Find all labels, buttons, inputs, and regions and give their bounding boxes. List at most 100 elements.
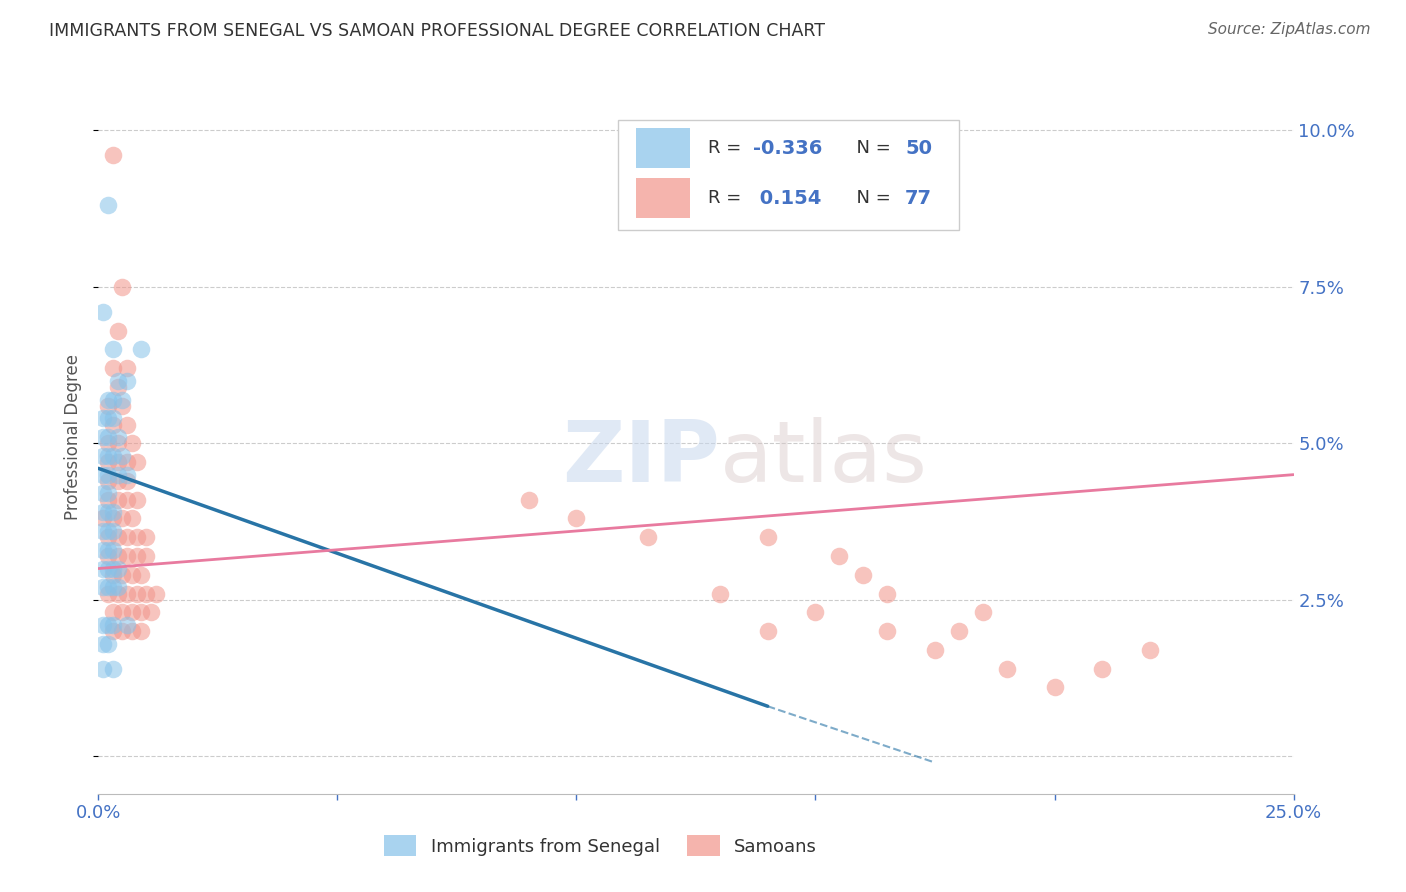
Text: R =: R = (709, 189, 747, 207)
Point (101, 542, 124, 557)
Point (1091, 662, 1114, 676)
Point (709, 586, 731, 600)
Point (107, 580, 129, 594)
Point (115, 417, 138, 432)
Point (97, 198, 120, 212)
Text: atlas: atlas (720, 417, 928, 500)
Text: R =: R = (709, 139, 747, 157)
Point (101, 567, 124, 582)
Point (91, 618, 114, 632)
Point (111, 392, 134, 407)
Point (115, 549, 138, 563)
Point (121, 511, 143, 525)
Text: Source: ZipAtlas.com: Source: ZipAtlas.com (1208, 22, 1371, 37)
Point (101, 618, 124, 632)
Point (91, 505, 114, 519)
Point (111, 624, 134, 639)
Point (121, 605, 143, 619)
Point (125, 455, 148, 469)
Point (97, 580, 120, 594)
Point (107, 549, 129, 563)
Point (995, 662, 1018, 676)
Point (852, 567, 875, 582)
Point (1139, 643, 1161, 657)
Point (97, 399, 120, 413)
Point (97, 486, 120, 500)
FancyBboxPatch shape (637, 178, 690, 218)
Point (131, 567, 153, 582)
Point (101, 580, 124, 594)
Point (111, 449, 134, 463)
Point (565, 511, 588, 525)
Point (97, 411, 120, 425)
Text: 77: 77 (905, 188, 932, 208)
Point (924, 643, 946, 657)
Point (131, 605, 153, 619)
Text: N =: N = (845, 139, 897, 157)
Point (125, 549, 148, 563)
Point (135, 549, 157, 563)
Point (97, 618, 120, 632)
Point (1043, 681, 1066, 695)
Point (756, 530, 779, 544)
Point (107, 324, 129, 338)
Point (145, 586, 167, 600)
Point (135, 586, 157, 600)
Point (125, 530, 148, 544)
Point (131, 343, 153, 357)
Point (97, 505, 120, 519)
Point (121, 436, 143, 450)
Point (517, 492, 540, 507)
Point (97, 542, 120, 557)
Point (97, 392, 120, 407)
Point (97, 430, 120, 444)
Point (91, 524, 114, 538)
Point (876, 624, 898, 639)
Point (97, 549, 120, 563)
Point (101, 361, 124, 376)
Point (97, 455, 120, 469)
Point (115, 618, 138, 632)
Point (115, 374, 138, 388)
Point (115, 530, 138, 544)
Point (91, 637, 114, 651)
Point (101, 343, 124, 357)
Point (107, 430, 129, 444)
Text: 50: 50 (905, 138, 932, 158)
Point (97, 561, 120, 575)
Point (101, 524, 124, 538)
Point (107, 561, 129, 575)
Point (107, 455, 129, 469)
Point (101, 505, 124, 519)
Point (115, 361, 138, 376)
Point (111, 511, 134, 525)
Point (107, 467, 129, 482)
Point (115, 474, 138, 488)
Point (97, 467, 120, 482)
Point (111, 605, 134, 619)
Point (828, 549, 851, 563)
Point (876, 586, 898, 600)
FancyBboxPatch shape (637, 128, 690, 168)
Point (972, 605, 994, 619)
Point (948, 624, 970, 639)
Point (125, 586, 148, 600)
Point (97, 524, 120, 538)
Point (131, 624, 153, 639)
Point (115, 492, 138, 507)
Point (107, 374, 129, 388)
Point (139, 605, 162, 619)
Point (91, 486, 114, 500)
Point (111, 399, 134, 413)
Point (107, 530, 129, 544)
Point (107, 436, 129, 450)
Point (121, 567, 143, 582)
Point (91, 411, 114, 425)
Point (91, 305, 114, 319)
Point (101, 662, 124, 676)
Point (101, 148, 124, 162)
Point (135, 530, 157, 544)
Point (91, 662, 114, 676)
Point (107, 474, 129, 488)
Point (101, 561, 124, 575)
